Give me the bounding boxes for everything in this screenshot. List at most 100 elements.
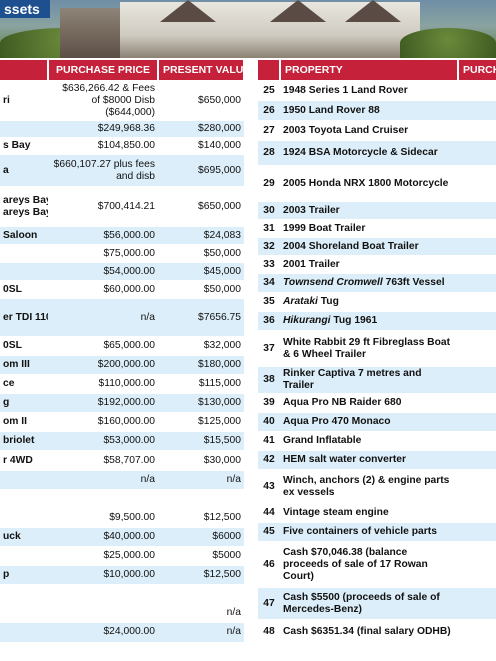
cell-item: uck [0, 527, 48, 547]
cell-property: 1999 Boat Trailer [280, 219, 458, 238]
cell-purchase-price: $660,107.27 plus fees and disb [48, 154, 158, 187]
roof-gable [345, 0, 401, 22]
table-row: p $10,000.00 $12,500 [0, 565, 244, 585]
cell-item [0, 603, 48, 623]
cell-item: 0SL [0, 336, 48, 356]
cell-number: 36 [258, 311, 280, 331]
cell-item [0, 470, 48, 490]
cell-purchase-price: $200,000.00 [48, 355, 158, 375]
cell-property: Hikurangi Tug 1961 [280, 311, 458, 331]
assets-table-left: PURCHASE PRICE PRESENT VALUE ri $636,266.… [0, 60, 245, 642]
cell-property: Rinker Captiva 7 metres and Trailer [280, 366, 458, 394]
cell-number: 47 [258, 587, 280, 620]
cell-present-value: n/a [158, 603, 244, 623]
table-row: om III $200,000.00 $180,000 [0, 355, 244, 375]
cell-purchase [458, 255, 496, 274]
cell-purchase-price: $56,000.00 [48, 226, 158, 245]
cell-purchase: $ [458, 292, 496, 312]
cell-vessel-name: Hikurangi [283, 315, 331, 326]
cell-item: p [0, 565, 48, 585]
cell-number: 33 [258, 255, 280, 274]
cell-number: 46 [258, 541, 280, 588]
cell-item: g [0, 393, 48, 413]
cell-number: 26 [258, 100, 280, 121]
cell-purchase: $ [458, 120, 496, 141]
cell-purchase: $ [458, 450, 496, 470]
cell-present-value: $12,500 [158, 508, 244, 528]
cell-purchase-price: $10,000.00 [48, 565, 158, 585]
table-row: 30 2003 Trailer [258, 201, 496, 220]
cell-item: r 4WD [0, 450, 48, 471]
column-header-purchase: PURCHAS [458, 60, 496, 81]
cell-property: 2005 Honda NRX 1800 Motorcycle [280, 165, 458, 202]
cell-purchase: $ [458, 100, 496, 121]
header-banner: ssets [0, 0, 496, 58]
cell-property: Winch, anchors (2) & engine parts ex ves… [280, 469, 458, 504]
cell-number: 28 [258, 140, 280, 166]
cell-property: Arataki Tug [280, 292, 458, 312]
cell-item [0, 262, 48, 281]
table-row: $9,500.00 $12,500 [0, 508, 244, 528]
cell-present-value: $30,000 [158, 450, 244, 471]
table-row: er TDI 110 n/a $7656.75 [0, 298, 244, 337]
cell-purchase-price [48, 584, 158, 604]
cell-purchase-price: $40,000.00 [48, 527, 158, 547]
table-row: 46 Cash $70,046.38 (balance proceeds of s… [258, 541, 496, 588]
table-row: n/a n/a [0, 470, 244, 490]
cell-item: Saloon [0, 226, 48, 245]
cell-number: 43 [258, 469, 280, 504]
cell-present-value: $695,000 [158, 154, 244, 187]
cell-purchase-price: $58,707.00 [48, 450, 158, 471]
cell-property: Cash $5500 (proceeds of sale of Mercedes… [280, 587, 458, 620]
cell-present-value: $650,000 [158, 186, 244, 227]
cell-purchase: $ [458, 330, 496, 367]
table-row: g $192,000.00 $130,000 [0, 393, 244, 413]
cell-item [0, 622, 48, 642]
cell-item: areys Bay areys Bay [0, 186, 48, 227]
cell-purchase: $ [458, 366, 496, 394]
cell-purchase: $ [458, 431, 496, 451]
cell-present-value: $45,000 [158, 262, 244, 281]
table-row: 32 2004 Shoreland Boat Trailer [258, 237, 496, 256]
cell-vessel-name: Townsend Cromwell [283, 277, 383, 288]
cell-purchase-price: $192,000.00 [48, 393, 158, 413]
cell-present-value: $32,000 [158, 336, 244, 356]
cell-present-value [158, 489, 244, 509]
cell-property: Aqua Pro NB Raider 680 [280, 393, 458, 413]
cell-number: 32 [258, 237, 280, 256]
cell-property: Aqua Pro 470 Monaco [280, 412, 458, 432]
cell-number: 29 [258, 165, 280, 202]
table-row: om II $160,000.00 $125,000 [0, 412, 244, 432]
table-row: 48 Cash $6351.34 (final salary ODHB) [258, 619, 496, 644]
column-header-purchase-price: PURCHASE PRICE [48, 60, 159, 81]
cell-purchase-price: $700,414.21 [48, 186, 158, 227]
cell-present-value: $280,000 [158, 120, 244, 138]
cell-property: 2001 Trailer [280, 255, 458, 274]
cell-present-value: $180,000 [158, 355, 244, 375]
cell-item: ri [0, 80, 48, 121]
cell-purchase: $8 [458, 273, 496, 293]
cell-number: 39 [258, 393, 280, 413]
cell-property: HEM salt water converter [280, 450, 458, 470]
cell-present-value: $24,083 [158, 226, 244, 245]
table-row [0, 584, 244, 604]
table-row: 37 White Rabbit 29 ft Fibreglass Boat & 6… [258, 330, 496, 367]
cell-purchase: $ [458, 412, 496, 432]
cell-item [0, 508, 48, 528]
table-row: n/a [0, 603, 244, 623]
table-row: $75,000.00 $50,000 [0, 244, 244, 263]
table-row: briolet $53,000.00 $15,500 [0, 431, 244, 451]
cell-purchase [458, 587, 496, 620]
cell-purchase-price: n/a [48, 298, 158, 337]
cell-purchase [458, 619, 496, 644]
cell-item: om III [0, 355, 48, 375]
cell-item: ce [0, 374, 48, 394]
table-row: r 4WD $58,707.00 $30,000 [0, 450, 244, 471]
cell-number: 44 [258, 503, 280, 523]
cell-item [0, 584, 48, 604]
